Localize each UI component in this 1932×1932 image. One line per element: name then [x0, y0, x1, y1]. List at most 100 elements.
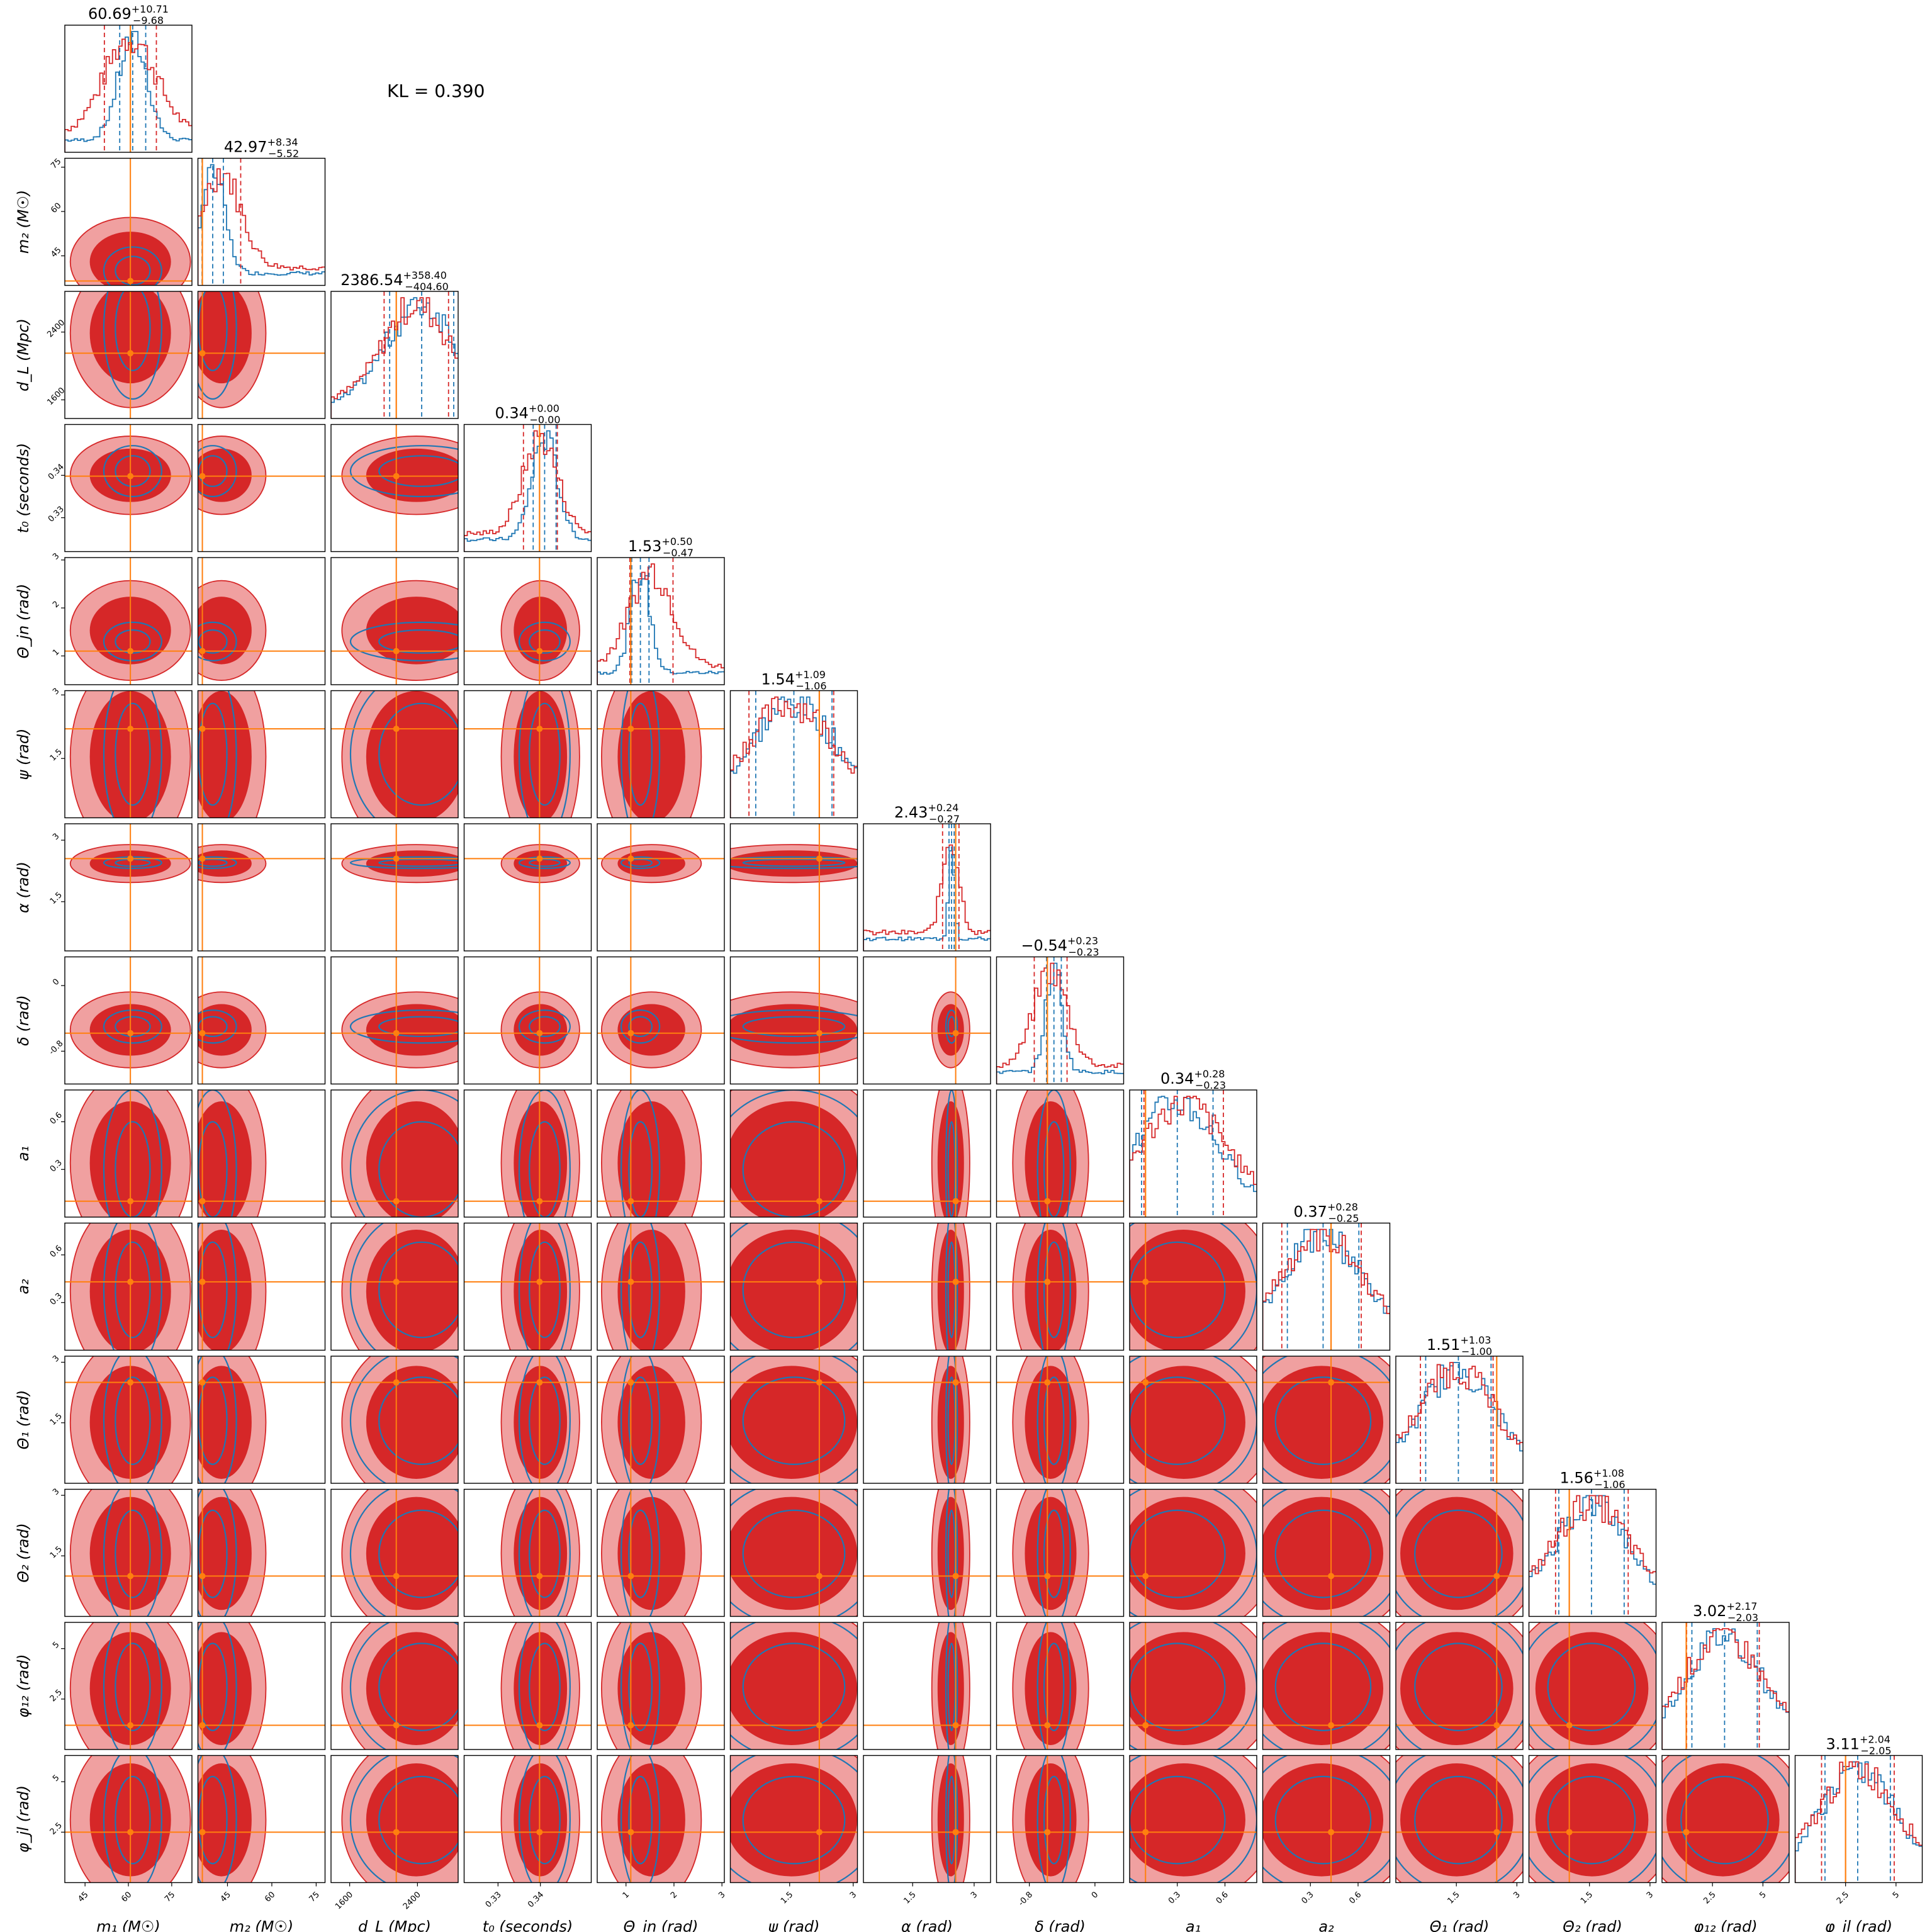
- xtick-label: 1600: [334, 1890, 355, 1911]
- ytick-label: 0.3: [48, 1158, 64, 1174]
- ytick-label: 1: [51, 648, 61, 658]
- xlabel-theta_jn: Θ_jn (rad): [624, 1918, 699, 1932]
- ytick-label: 2.5: [48, 1821, 64, 1836]
- panel-phi12-theta2: [1528, 1622, 1657, 1750]
- panel-delta-alpha: [863, 956, 991, 1085]
- panel-phi12-a2: [1262, 1622, 1391, 1750]
- panel-theta_jn-theta_jn: 1.53+0.50 −0.47: [597, 536, 725, 685]
- panel-m2-m2: 42.97+8.34 −5.52: [197, 137, 326, 286]
- ytick-label: 2400: [45, 318, 67, 339]
- ylabel-theta_jn: Θ_jn (rad): [14, 584, 32, 659]
- ylabel-alpha: α (rad): [14, 862, 32, 913]
- ytick-label: 0.6: [48, 1111, 64, 1126]
- panel-phijl-phi12: 2.5 5 φ₁₂ (rad): [1661, 1755, 1790, 1932]
- xtick-label: 0.33: [484, 1890, 503, 1909]
- xlabel-theta1: Θ₁ (rad): [1430, 1918, 1490, 1932]
- panel-theta2-m1: 1.5 3 Θ₂ (rad): [14, 1487, 193, 1617]
- panel-theta_jn-m2: [197, 557, 326, 685]
- ytick-label: 1.5: [48, 1412, 64, 1427]
- panel-phi12-theta_jn: [597, 1622, 725, 1750]
- panel-phi12-theta1: [1395, 1622, 1524, 1750]
- ytick-label: 60: [49, 201, 63, 215]
- panel-a2-a2: 0.37+0.28 −0.25: [1262, 1201, 1391, 1351]
- title-alpha: 2.43+0.24 −0.27: [894, 802, 960, 825]
- panel-phi12-m1: 2.5 5 φ₁₂ (rad): [14, 1622, 193, 1750]
- ylabel-t0: t₀ (seconds): [14, 443, 32, 533]
- ylabel-a1: a₁: [14, 1146, 32, 1161]
- panel-phijl-delta: -0.8 0 δ (rad): [996, 1755, 1125, 1932]
- ytick-label: 0.6: [48, 1244, 64, 1259]
- xtick-label: 0.3: [1300, 1890, 1316, 1906]
- panel-phijl-a2: 0.3 0.6 a₂: [1262, 1755, 1391, 1932]
- panel-m1-m1: 60.69+10.71 −9.68: [64, 3, 193, 153]
- ylabel-delta: δ (rad): [14, 995, 32, 1046]
- ytick-label: 3: [51, 551, 61, 561]
- panel-phi12-phi12: 3.02+2.17 −2.03: [1661, 1600, 1790, 1750]
- title-phijl: 3.11+2.04 −2.05: [1826, 1734, 1892, 1757]
- xtick-label: 5: [1891, 1890, 1901, 1900]
- ytick-label: 1.5: [48, 1544, 64, 1560]
- xtick-label: 3: [1512, 1890, 1522, 1900]
- panel-phi12-m2: [197, 1622, 326, 1750]
- title-t0: 0.34+0.00 −0.00: [495, 403, 561, 426]
- panel-t0-dL: [330, 424, 459, 553]
- xtick-label: 0: [1090, 1890, 1100, 1900]
- ytick-label: 2: [51, 600, 61, 610]
- ytick-label: -0.8: [47, 1039, 65, 1057]
- xlabel-t0: t₀ (seconds): [483, 1918, 573, 1932]
- panel-theta1-alpha: [863, 1356, 991, 1484]
- panel-psi-dL: [330, 690, 459, 819]
- panel-theta2-dL: [330, 1488, 459, 1617]
- xtick-label: 75: [308, 1890, 322, 1904]
- xlabel-m1: m₁ (M☉): [96, 1918, 160, 1932]
- xlabel-dL: d_L (Mpc): [358, 1918, 431, 1932]
- xtick-label: 60: [120, 1890, 133, 1904]
- panel-psi-m1: 1.5 3 ψ (rad): [14, 687, 193, 819]
- ytick-label: 0.33: [47, 505, 66, 524]
- panel-delta-dL: [330, 956, 459, 1085]
- panel-phijl-theta_jn: 1 2 3 Θ_jn (rad): [597, 1755, 727, 1932]
- panel-delta-delta: −0.54+0.23 −0.23: [996, 935, 1125, 1085]
- panel-phi12-dL: [330, 1622, 459, 1750]
- ylabel-psi: ψ (rad): [14, 729, 32, 780]
- xlabel-psi: ψ (rad): [768, 1918, 820, 1932]
- panel-a1-dL: [330, 1089, 459, 1218]
- panel-a1-theta_jn: [597, 1089, 725, 1218]
- xtick-label: 3: [717, 1890, 727, 1900]
- xtick-label: 1.5: [1579, 1890, 1595, 1906]
- xtick-label: 3: [1645, 1890, 1655, 1900]
- panel-phijl-psi: 1.5 3 ψ (rad): [729, 1755, 858, 1932]
- ylabel-phijl: φ_jl (rad): [14, 1785, 32, 1853]
- panel-theta1-a2: [1262, 1356, 1391, 1484]
- ytick-label: 0.3: [48, 1291, 64, 1307]
- panel-dL-m1: 1600 2400 d_L (Mpc): [14, 291, 193, 419]
- ylabel-phi12: φ₁₂ (rad): [14, 1654, 32, 1717]
- panel-theta2-delta: [996, 1488, 1125, 1617]
- panel-phijl-alpha: 1.5 3 α (rad): [863, 1755, 991, 1932]
- panel-theta2-psi: [729, 1488, 858, 1617]
- panel-psi-m2: [197, 690, 326, 819]
- xtick-label: 75: [163, 1890, 177, 1904]
- title-theta1: 1.51+1.03 −1.00: [1427, 1334, 1492, 1357]
- panel-theta_jn-m1: 1 2 3 Θ_jn (rad): [14, 551, 193, 685]
- panel-phijl-phijl: 3.11+2.04 −2.05 2.5 5 φ_jl (rad): [1794, 1734, 1923, 1932]
- panel-a2-psi: [729, 1222, 858, 1351]
- xtick-label: 60: [263, 1890, 277, 1904]
- ytick-label: 5: [51, 1773, 61, 1783]
- panel-theta1-delta: [996, 1356, 1125, 1484]
- xlabel-phi12: φ₁₂ (rad): [1693, 1918, 1757, 1932]
- panel-theta1-theta1: 1.51+1.03 −1.00: [1395, 1334, 1524, 1484]
- panel-alpha-m1: 1.5 3 α (rad): [14, 823, 193, 952]
- xtick-label: 2400: [402, 1890, 423, 1911]
- ytick-label: 2.5: [48, 1688, 64, 1704]
- ytick-label: 0: [51, 977, 61, 987]
- panel-phi12-delta: [996, 1622, 1125, 1750]
- panel-a2-m1: 0.3 0.6 a₂: [14, 1222, 193, 1351]
- panel-delta-theta_jn: [597, 956, 725, 1085]
- panel-delta-m2: [197, 956, 326, 1085]
- xtick-label: 3: [969, 1890, 979, 1900]
- panel-theta2-a1: [1129, 1488, 1257, 1617]
- ytick-label: 1.5: [48, 747, 64, 763]
- panel-delta-t0: [463, 956, 592, 1085]
